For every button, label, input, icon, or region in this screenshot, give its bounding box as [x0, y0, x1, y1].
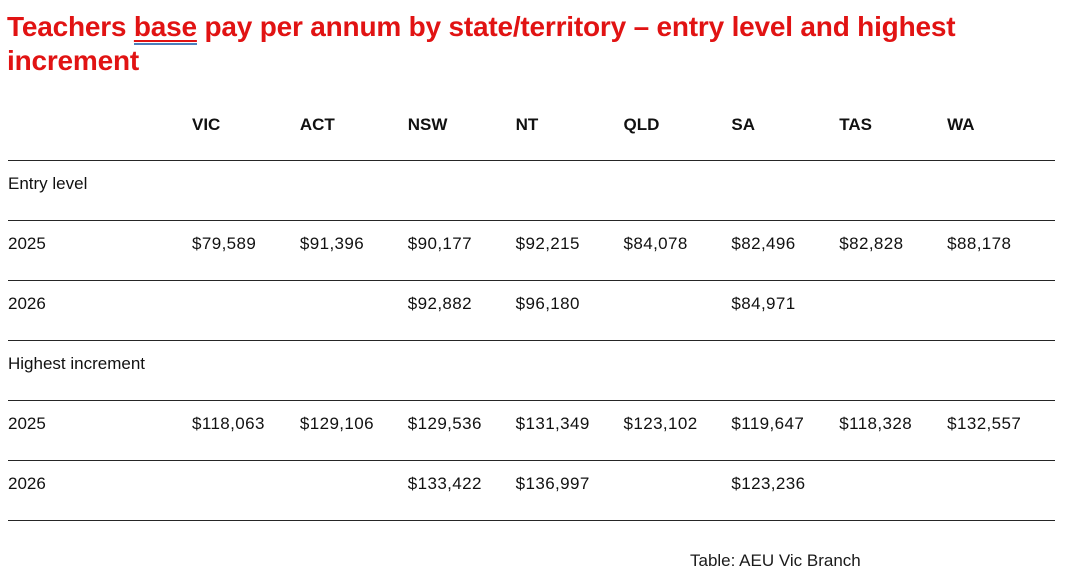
value-cell-qld [623, 280, 732, 341]
value-cell-vic [192, 460, 300, 521]
value-cell-nsw: $92,882 [407, 280, 516, 341]
year-cell: 2026 [8, 460, 192, 521]
value-cell-wa: $88,178 [947, 220, 1055, 281]
title-suffix: pay per annum by state/territory – entry… [7, 11, 956, 76]
column-header-sa: SA [731, 90, 840, 161]
value-cell-vic [192, 280, 300, 341]
row-label-header [8, 90, 192, 161]
title-prefix: Teachers [7, 11, 134, 42]
value-cell-nt: $131,349 [515, 400, 624, 461]
table-row-entry-2025: 2025 $79,589 $91,396 $90,177 $92,215 $84… [8, 220, 1055, 281]
value-cell-qld [623, 460, 732, 521]
year-cell: 2025 [8, 400, 192, 461]
year-cell: 2026 [8, 280, 192, 341]
value-cell-wa [947, 280, 1055, 341]
column-header-nsw: NSW [407, 90, 516, 161]
value-cell-tas [839, 280, 948, 341]
value-cell-qld: $84,078 [623, 220, 732, 281]
value-cell-sa: $84,971 [731, 280, 840, 341]
year-cell: 2025 [8, 220, 192, 281]
value-cell-vic: $79,589 [192, 220, 300, 281]
table-row-highest-2025: 2025 $118,063 $129,106 $129,536 $131,349… [8, 400, 1055, 461]
value-cell-nsw: $133,422 [407, 460, 516, 521]
value-cell-sa: $123,236 [731, 460, 840, 521]
value-cell-tas [839, 460, 948, 521]
pay-table: VIC ACT NSW NT QLD SA TAS WA Entry level… [8, 90, 1055, 521]
value-cell-sa: $119,647 [731, 400, 840, 461]
value-cell-wa [947, 460, 1055, 521]
column-header-act: ACT [299, 90, 408, 161]
column-header-nt: NT [515, 90, 624, 161]
value-cell-act [299, 460, 408, 521]
section-row-highest-increment: Highest increment [8, 340, 1055, 401]
value-cell-act [299, 280, 408, 341]
table-row-highest-2026: 2026 $133,422 $136,997 $123,236 [8, 460, 1055, 521]
value-cell-vic: $118,063 [192, 400, 300, 461]
value-cell-nt: $96,180 [515, 280, 624, 341]
table-row-entry-2026: 2026 $92,882 $96,180 $84,971 [8, 280, 1055, 341]
value-cell-nsw: $129,536 [407, 400, 516, 461]
page-title: Teachers base pay per annum by state/ter… [7, 10, 1062, 78]
value-cell-tas: $82,828 [839, 220, 948, 281]
value-cell-qld: $123,102 [623, 400, 732, 461]
value-cell-sa: $82,496 [731, 220, 840, 281]
column-header-vic: VIC [192, 90, 300, 161]
table-attribution: Table: AEU Vic Branch [690, 551, 861, 570]
section-row-entry-level: Entry level [8, 160, 1055, 221]
value-cell-nt: $136,997 [515, 460, 624, 521]
value-cell-act: $91,396 [299, 220, 408, 281]
column-header-qld: QLD [623, 90, 732, 161]
value-cell-nt: $92,215 [515, 220, 624, 281]
value-cell-act: $129,106 [299, 400, 408, 461]
table-header-row: VIC ACT NSW NT QLD SA TAS WA [8, 90, 1055, 161]
section-label: Highest increment [8, 340, 1055, 401]
column-header-wa: WA [947, 90, 1055, 161]
value-cell-wa: $132,557 [947, 400, 1055, 461]
column-header-tas: TAS [839, 90, 948, 161]
section-label: Entry level [8, 160, 1055, 221]
value-cell-nsw: $90,177 [407, 220, 516, 281]
value-cell-tas: $118,328 [839, 400, 948, 461]
title-underlined-word: base [133, 11, 197, 45]
